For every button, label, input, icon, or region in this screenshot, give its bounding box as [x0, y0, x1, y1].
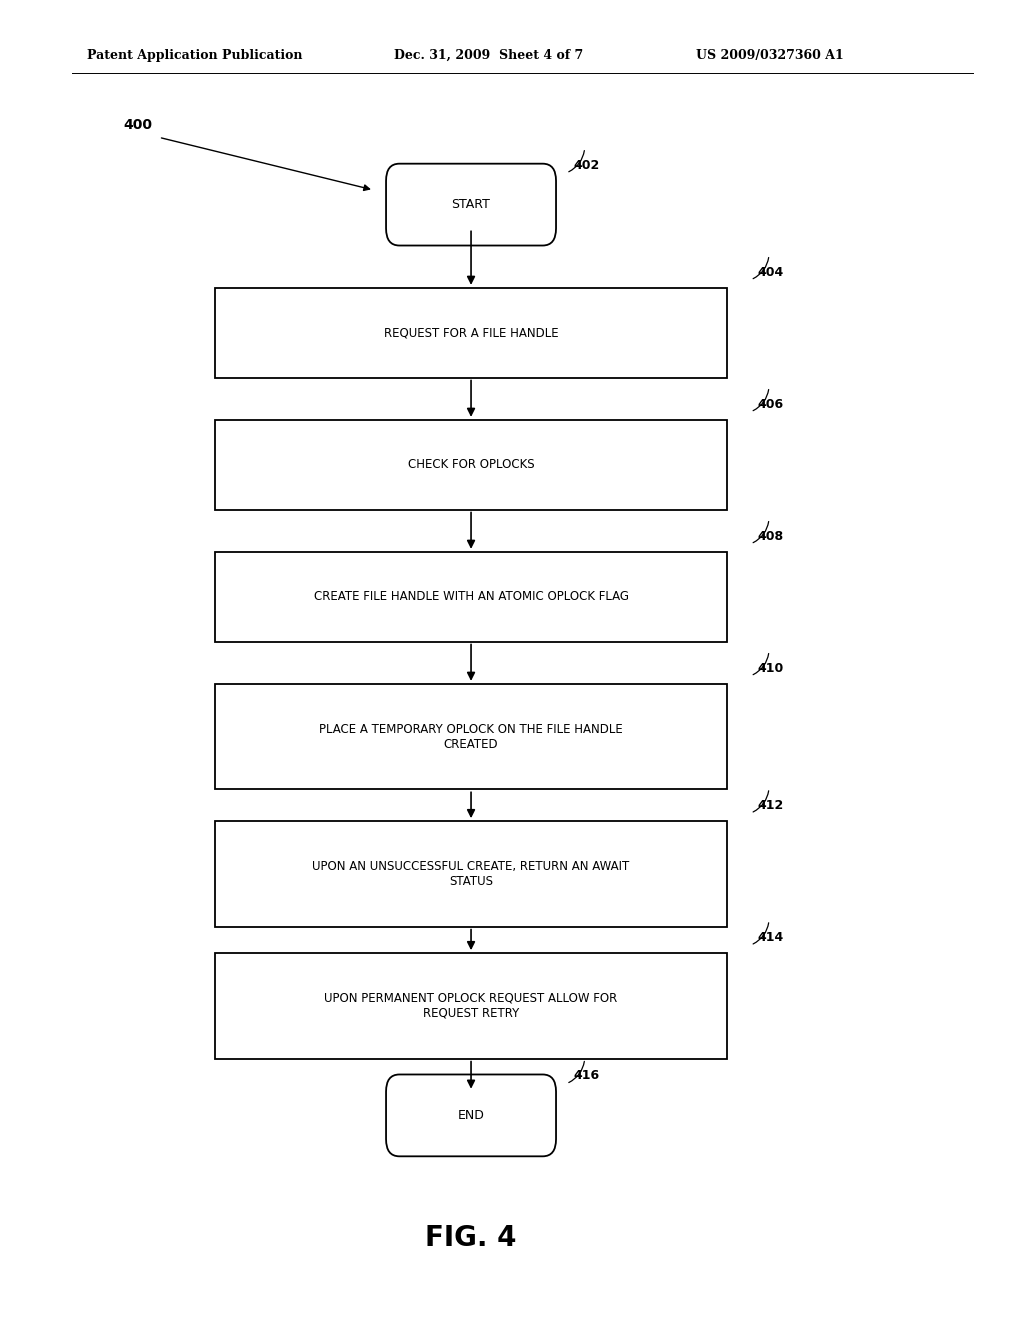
Text: 412: 412: [758, 799, 784, 812]
Text: 410: 410: [758, 661, 784, 675]
Bar: [215, 420, 727, 510]
Text: Dec. 31, 2009  Sheet 4 of 7: Dec. 31, 2009 Sheet 4 of 7: [394, 49, 584, 62]
Text: Patent Application Publication: Patent Application Publication: [87, 49, 302, 62]
Bar: [215, 684, 727, 789]
Text: UPON PERMANENT OPLOCK REQUEST ALLOW FOR
REQUEST RETRY: UPON PERMANENT OPLOCK REQUEST ALLOW FOR …: [325, 991, 617, 1020]
Text: END: END: [458, 1109, 484, 1122]
FancyBboxPatch shape: [386, 1074, 556, 1156]
Text: 406: 406: [758, 397, 784, 411]
Text: REQUEST FOR A FILE HANDLE: REQUEST FOR A FILE HANDLE: [384, 326, 558, 339]
Bar: [215, 552, 727, 642]
FancyBboxPatch shape: [386, 164, 556, 246]
Text: US 2009/0327360 A1: US 2009/0327360 A1: [696, 49, 844, 62]
Text: FIG. 4: FIG. 4: [425, 1224, 517, 1253]
Text: CREATE FILE HANDLE WITH AN ATOMIC OPLOCK FLAG: CREATE FILE HANDLE WITH AN ATOMIC OPLOCK…: [313, 590, 629, 603]
Text: 400: 400: [123, 119, 152, 132]
Bar: [215, 821, 727, 927]
Bar: [215, 953, 727, 1059]
Text: CHECK FOR OPLOCKS: CHECK FOR OPLOCKS: [408, 458, 535, 471]
Text: 416: 416: [573, 1069, 600, 1082]
Text: 402: 402: [573, 158, 600, 172]
Text: 404: 404: [758, 265, 784, 279]
Text: UPON AN UNSUCCESSFUL CREATE, RETURN AN AWAIT
STATUS: UPON AN UNSUCCESSFUL CREATE, RETURN AN A…: [312, 859, 630, 888]
Bar: [215, 288, 727, 378]
Text: PLACE A TEMPORARY OPLOCK ON THE FILE HANDLE
CREATED: PLACE A TEMPORARY OPLOCK ON THE FILE HAN…: [319, 722, 623, 751]
Text: 414: 414: [758, 931, 784, 944]
Text: 408: 408: [758, 529, 784, 543]
Text: START: START: [452, 198, 490, 211]
